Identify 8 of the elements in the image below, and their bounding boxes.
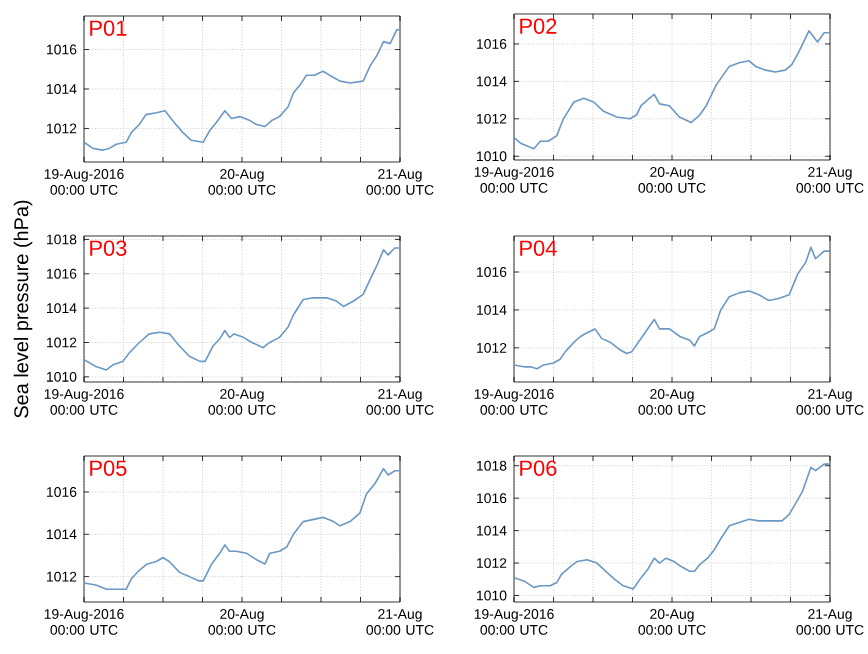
chart-title: P05 (90, 460, 127, 476)
y-axis-title: Sea level pressure (hPa) (13, 200, 33, 418)
chart-title: P02 (520, 18, 557, 34)
chart-title: P04 (520, 240, 557, 256)
line-series (514, 30, 831, 150)
chart-title: P06 (520, 460, 557, 476)
chart-title: P03 (90, 240, 127, 256)
chart-title: P01 (90, 20, 127, 36)
